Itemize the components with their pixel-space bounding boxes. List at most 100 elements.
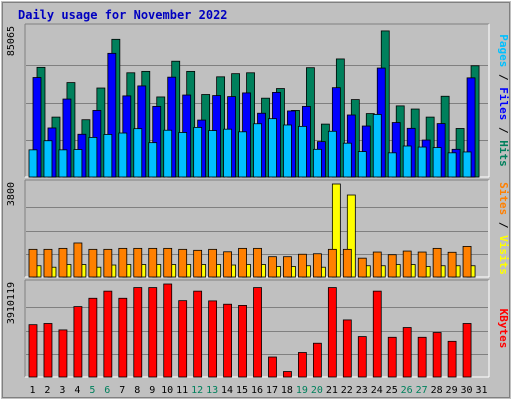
legend-item: Sites <box>497 182 510 215</box>
bar-kbytes <box>73 306 83 378</box>
bar-pages <box>268 118 277 178</box>
legend-item: / <box>497 67 510 87</box>
legend-item: Files <box>497 87 510 120</box>
x-tick-label: 25 <box>386 385 398 396</box>
x-tick-label: 13 <box>206 385 218 396</box>
bar-pages <box>447 152 457 178</box>
bar-sites <box>447 251 457 278</box>
x-tick-label: 29 <box>446 385 458 396</box>
y-max-label: 3800 <box>6 182 17 206</box>
x-tick-label: 15 <box>236 385 248 396</box>
legend-item: KBytes <box>497 309 510 349</box>
panel-1: 85065 Pages / Files / Hits <box>6 23 510 178</box>
bar-kbytes <box>268 356 277 378</box>
x-tick-label: 9 <box>149 385 155 396</box>
x-tick-label: 20 <box>311 385 323 396</box>
x-tick-label: 22 <box>341 385 353 396</box>
bar-sites <box>327 248 337 278</box>
bar-kbytes <box>133 287 143 378</box>
panel-3: 3910119 KBytes <box>6 279 510 378</box>
bar-sites <box>253 247 262 278</box>
bar-kbytes <box>103 290 113 378</box>
chart-panels: 85065 Pages / Files / Hits 3800 Sites / Vis… <box>6 23 510 378</box>
x-tick-label: 16 <box>251 385 263 396</box>
bar-kbytes <box>298 352 307 378</box>
x-tick-label: 10 <box>161 385 173 396</box>
x-tick-label: 19 <box>296 385 308 396</box>
bar-sites <box>43 248 53 278</box>
x-tick-label: 26 <box>401 385 413 396</box>
bar-pages <box>417 146 427 178</box>
bar-sites <box>163 247 173 278</box>
bar-kbytes <box>58 329 68 378</box>
x-tick-label: 28 <box>431 385 443 396</box>
bar-pages <box>432 147 442 178</box>
bar-sites <box>73 242 83 278</box>
x-tick-label: 31 <box>475 385 487 396</box>
bar-pages <box>402 145 412 178</box>
bar-pages <box>312 148 322 178</box>
x-tick-label: 6 <box>104 385 110 396</box>
x-tick-label: 27 <box>416 385 428 396</box>
bar-sites <box>357 257 367 278</box>
bar-pages <box>208 130 218 178</box>
bar-pages <box>327 130 337 178</box>
bar-pages <box>223 128 232 178</box>
bar-pages <box>238 131 247 178</box>
bar-kbytes <box>387 336 397 378</box>
bar-pages <box>163 129 173 178</box>
bar-pages <box>133 128 143 178</box>
x-axis-labels: 1 2 3 4 5 6 7 8 9 10 11 12 13 14 15 16 17 18 19 20 21 22 23 24 2… <box>29 385 487 396</box>
y-max-label: 3910119 <box>6 282 17 324</box>
bar-pages <box>253 123 262 178</box>
bar-kbytes <box>238 305 247 378</box>
bar-sites <box>178 248 188 278</box>
x-tick-label: 18 <box>281 385 293 396</box>
bar-kbytes <box>118 297 128 378</box>
bar-sites <box>417 251 427 278</box>
bar-pages <box>58 149 68 178</box>
x-tick-label: 3 <box>59 385 65 396</box>
bar-pages <box>43 140 53 178</box>
bar-kbytes <box>357 336 367 378</box>
x-tick-label: 24 <box>371 385 383 396</box>
bar-kbytes <box>208 300 218 378</box>
bar-pages <box>178 132 188 178</box>
bar-sites <box>28 248 38 278</box>
bar-sites <box>462 246 472 278</box>
bar-pages <box>148 142 158 178</box>
bar-sites <box>402 250 412 278</box>
legend-item: / <box>497 215 510 235</box>
bar-pages <box>28 149 38 178</box>
bar-kbytes <box>342 319 352 378</box>
bar-sites <box>372 251 382 278</box>
bar-kbytes <box>148 287 158 378</box>
series-legend: Pages / Files / Hits <box>497 34 510 167</box>
panel-2: 3800 Sites / Visits <box>6 179 510 278</box>
bar-sites <box>88 248 98 278</box>
bar-pages <box>357 151 367 178</box>
bar-kbytes <box>178 300 188 378</box>
bar-kbytes <box>43 323 53 378</box>
bar-sites <box>342 248 352 278</box>
x-tick-label: 17 <box>266 385 278 396</box>
bar-sites <box>238 247 247 278</box>
legend-item: Pages <box>497 34 510 67</box>
bar-kbytes <box>28 324 38 378</box>
bar-sites <box>223 251 232 278</box>
bar-sites <box>148 247 158 278</box>
bar-sites <box>387 254 397 278</box>
bar-pages <box>193 127 203 178</box>
bar-kbytes <box>88 297 98 378</box>
bar-sites <box>283 256 292 278</box>
bar-sites <box>103 248 113 278</box>
x-tick-label: 14 <box>221 385 233 396</box>
x-tick-label: 12 <box>191 385 203 396</box>
bar-sites <box>58 247 68 278</box>
bar-pages <box>372 114 382 178</box>
bar-pages <box>283 124 292 178</box>
series-legend: KBytes <box>497 309 510 349</box>
y-max-label: 85065 <box>6 26 17 56</box>
bar-pages <box>73 149 83 178</box>
